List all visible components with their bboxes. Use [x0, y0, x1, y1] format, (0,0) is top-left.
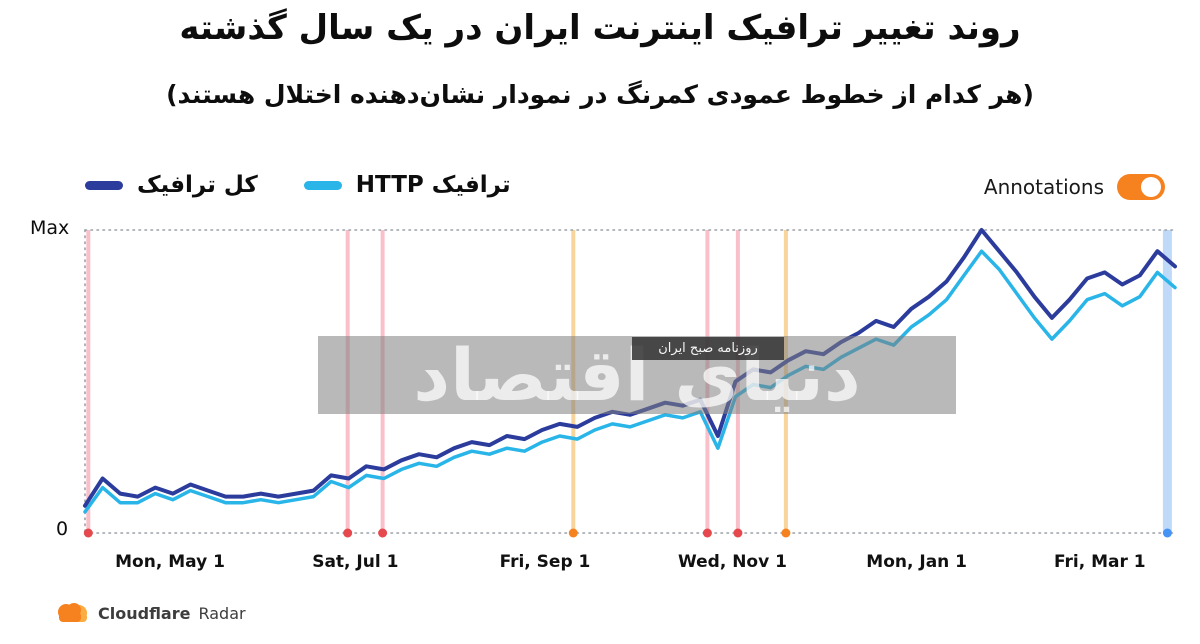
- annotations-label: Annotations: [983, 175, 1104, 199]
- legend-label-http: ترافیک HTTP: [355, 172, 511, 198]
- annotations-toggle[interactable]: [1117, 174, 1165, 200]
- annotation-dot[interactable]: [343, 528, 353, 538]
- x-tick-label: Fri, Mar 1: [1053, 552, 1146, 572]
- x-tick-label: Wed, Nov 1: [677, 552, 787, 572]
- annotation-band: [1162, 230, 1172, 533]
- annotations-control: Annotations: [984, 174, 1165, 200]
- watermark-caption: روزنامه صبح ایران: [632, 337, 784, 360]
- cloudflare-logo-icon: [58, 603, 87, 622]
- http-traffic-swatch: [303, 180, 342, 190]
- annotation-dot[interactable]: [1162, 528, 1172, 538]
- watermark: دنیای اقتصاد: [318, 336, 956, 414]
- legend-item-total-traffic[interactable]: کل ترافیک: [85, 172, 258, 198]
- toggle-knob-icon: [1141, 177, 1161, 197]
- annotation-dot[interactable]: [568, 528, 578, 538]
- series-line-total: [83, 228, 1177, 508]
- footer-brand[interactable]: Cloudflare Radar: [54, 601, 246, 625]
- page-subtitle: (هر کدام از خطوط عمودی کمرنگ در نمودار ن…: [166, 80, 1034, 109]
- y-axis-zero-label: 0: [56, 518, 69, 540]
- x-tick-label: Mon, Jan 1: [866, 552, 968, 572]
- legend-label-total: کل ترافیک: [137, 172, 258, 198]
- x-tick-label: Mon, May 1: [115, 552, 225, 572]
- brand-name: Cloudflare: [98, 603, 191, 623]
- annotation-dot[interactable]: [378, 528, 388, 538]
- total-traffic-swatch: [85, 180, 123, 190]
- page-title: روند تغییر ترافیک اینترنت ایران در یک سا…: [179, 8, 1021, 48]
- x-axis-labels: Mon, May 1 Sat, Jul 1 Fri, Sep 1 Wed, Nov 1…: [85, 552, 1175, 578]
- annotation-dot[interactable]: [702, 528, 712, 538]
- x-tick-label: Fri, Sep 1: [499, 552, 591, 572]
- y-axis-max-label: Max: [30, 217, 70, 239]
- x-tick-label: Sat, Jul 1: [312, 552, 399, 572]
- legend-item-http-traffic[interactable]: ترافیک HTTP: [303, 172, 511, 198]
- legend: کل ترافیک ترافیک HTTP: [85, 172, 511, 198]
- annotation-dot[interactable]: [781, 528, 791, 538]
- annotation-band: [86, 230, 91, 533]
- series-line-http: [83, 249, 1177, 514]
- annotation-dot[interactable]: [83, 528, 93, 538]
- brand-product: Radar: [198, 603, 246, 623]
- annotation-dot[interactable]: [733, 528, 743, 538]
